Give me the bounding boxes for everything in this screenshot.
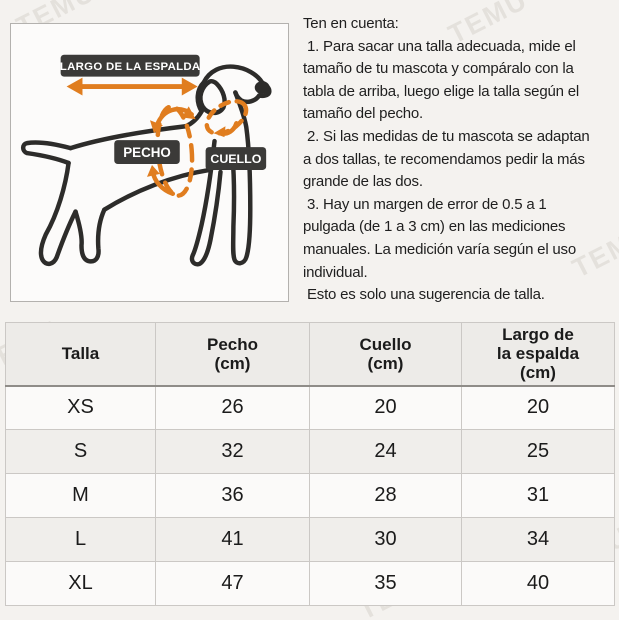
- table-cell: S: [5, 429, 156, 474]
- note-line: tamaño de tu mascota y compáralo con la: [303, 60, 574, 78]
- dog-back: [68, 124, 188, 151]
- table-row: XL 47 35 40: [5, 561, 615, 606]
- table-row: M 36 28 31: [5, 473, 615, 518]
- table-cell: L: [5, 517, 156, 562]
- table-cell: XS: [5, 385, 156, 430]
- table-cell: 30: [309, 517, 462, 562]
- table-cell: 26: [155, 385, 310, 430]
- neck-label: CUELLO: [210, 152, 261, 166]
- size-table-body: XS 26 20 20 S 32 24 25 M 36 28 31 L 41 30 34 XL 47 35 40: [5, 385, 615, 606]
- note-line: Esto es solo una sugerencia de talla.: [303, 286, 545, 304]
- header-row: Talla Pecho (cm) Cuello (cm) Largo de la espal…: [5, 322, 615, 387]
- note-line: pulgada (de 1 a 3 cm) en las mediciones: [303, 218, 566, 236]
- dog-belly: [102, 167, 212, 212]
- diagram-badges: LARGO DE LA ESPALDA PECHO CUELLO: [60, 54, 267, 170]
- table-cell: 36: [155, 473, 310, 518]
- dog-tail: [20, 140, 73, 166]
- note-line: tamaño del pecho.: [303, 105, 424, 123]
- column-header: Pecho (cm): [155, 322, 310, 387]
- dog-measurement-diagram: LARGO DE LA ESPALDA PECHO CUELLO: [10, 23, 289, 302]
- withers-arrowhead-left: [149, 120, 163, 134]
- size-table: Talla Pecho (cm) Cuello (cm) Largo de la espal…: [5, 322, 615, 606]
- neck-arrowhead: [213, 126, 226, 138]
- column-header: Largo de la espalda (cm): [461, 322, 615, 387]
- back-length-arrowhead-right: [181, 77, 198, 96]
- dog-ear: [198, 78, 227, 116]
- table-cell: 40: [461, 561, 615, 606]
- sizing-notes: Ten en cuenta: 1. Para sacar una talla a…: [303, 13, 615, 307]
- chest-arrowhead: [147, 164, 160, 177]
- back-length-arrowhead-left: [66, 77, 83, 96]
- table-cell: 24: [309, 429, 462, 474]
- dog-diagram-svg: LARGO DE LA ESPALDA PECHO CUELLO: [20, 54, 272, 267]
- table-row: S 32 24 25: [5, 429, 615, 474]
- dog-head: [195, 64, 272, 114]
- table-cell: 20: [309, 385, 462, 430]
- table-cell: 47: [155, 561, 310, 606]
- back-length-label: LARGO DE LA ESPALDA: [60, 61, 201, 73]
- measurement-marks: [66, 77, 249, 198]
- table-row: XS 26 20 20: [5, 385, 615, 430]
- table-cell: 32: [155, 429, 310, 474]
- dog-far-rear-leg: [73, 207, 107, 264]
- note-line: Ten en cuenta:: [303, 15, 399, 32]
- table-row: L 41 30 34: [5, 517, 615, 562]
- note-line: tabla de arriba, luego elige la talla se…: [303, 82, 579, 100]
- table-cell: 35: [309, 561, 462, 606]
- dog-outline: [20, 64, 272, 267]
- chest-badge: [114, 140, 180, 164]
- neck-badge: [205, 147, 267, 170]
- table-cell: 34: [461, 517, 615, 562]
- withers-arrowhead-right: [181, 106, 196, 120]
- dog-far-front-leg: [189, 138, 223, 267]
- note-line: individual.: [303, 263, 368, 281]
- dog-near-rear-leg: [38, 160, 78, 267]
- table-cell: 28: [309, 473, 462, 518]
- table-cell: 31: [461, 473, 615, 518]
- column-header: Talla: [5, 322, 156, 387]
- note-line: manuales. La medición varía según el uso: [303, 240, 577, 258]
- dog-neck-chest-front-leg: [230, 90, 253, 266]
- table-cell: 41: [155, 517, 310, 562]
- table-cell: 20: [461, 385, 615, 430]
- note-line: 3. Hay un margen de error de 0.5 a 1: [303, 195, 547, 213]
- note-line: a dos tallas, te recomendamos pedir la m…: [303, 150, 585, 168]
- note-line: grande de las dos.: [303, 173, 423, 191]
- size-table-header: Talla Pecho (cm) Cuello (cm) Largo de la espal…: [5, 322, 615, 387]
- table-cell: 25: [461, 429, 615, 474]
- back-length-badge: [60, 54, 200, 77]
- note-line: 2. Si las medidas de tu mascota se adapt…: [303, 127, 590, 145]
- note-line: 1. Para sacar una talla adecuada, mide e…: [303, 37, 576, 55]
- dog-nose: [254, 81, 270, 94]
- column-header: Cuello (cm): [309, 322, 462, 387]
- chest-label: PECHO: [123, 145, 171, 160]
- table-cell: XL: [5, 561, 156, 606]
- table-cell: M: [5, 473, 156, 518]
